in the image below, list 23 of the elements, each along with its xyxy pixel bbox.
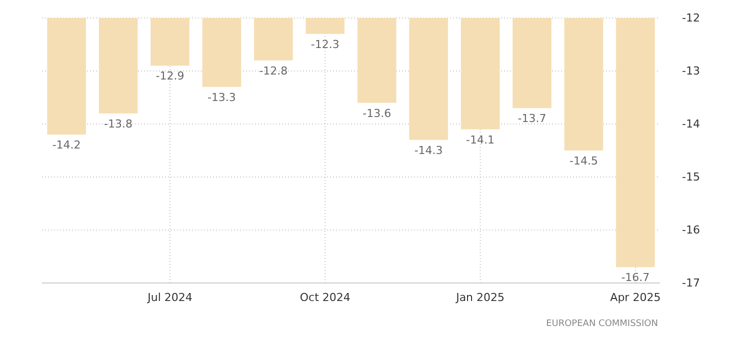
data-label: -13.8 <box>104 117 133 130</box>
x-tick-label: Jul 2024 <box>146 290 192 304</box>
y-tick-label: -16 <box>682 224 700 237</box>
data-label: -12.9 <box>156 70 184 83</box>
data-label: -14.5 <box>569 154 598 168</box>
x-tick-label: Jan 2025 <box>455 290 505 304</box>
text: EUROPEAN COMMISSION <box>546 319 658 329</box>
data-label: -12.3 <box>310 38 340 51</box>
data-label: -16.7 <box>621 271 650 284</box>
y-tick-label: -15 <box>682 170 700 184</box>
y-tick-label: -12 <box>682 12 700 25</box>
x-tick-label: Apr 2025 <box>610 290 661 304</box>
x-tick-label: Oct 2024 <box>300 290 350 304</box>
data-label: -13.7 <box>518 112 546 126</box>
data-label: -14.1 <box>466 133 495 146</box>
y-tick-label: -13 <box>682 64 700 78</box>
data-label: -13.3 <box>207 90 236 104</box>
data-label: -14.3 <box>414 144 443 157</box>
data-label: -13.6 <box>362 106 392 120</box>
data-label: -12.8 <box>259 64 288 78</box>
y-tick-label: -17 <box>682 276 700 290</box>
data-label: -14.2 <box>52 138 81 152</box>
y-tick-label: -14 <box>682 118 700 131</box>
